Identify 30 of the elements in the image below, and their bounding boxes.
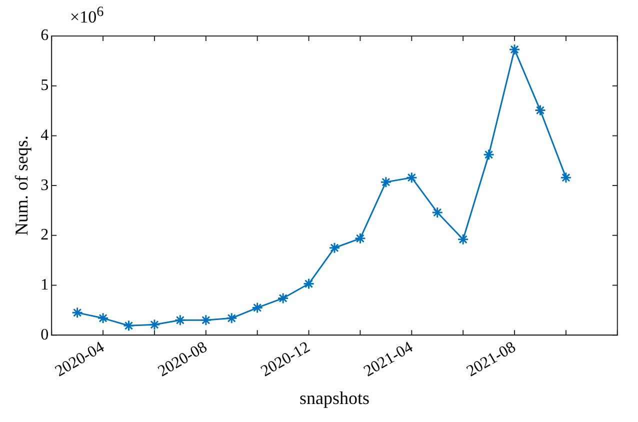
y-tick-label: 2 (40, 226, 49, 244)
point (226, 312, 238, 324)
point (432, 206, 444, 218)
point (97, 312, 109, 324)
point (508, 44, 520, 56)
y-tick-label: 0 (40, 326, 49, 344)
point (277, 292, 289, 304)
point (534, 104, 546, 116)
point (123, 320, 135, 332)
point (252, 302, 264, 314)
point (328, 242, 340, 254)
point (148, 318, 160, 330)
y-tick-label: 5 (40, 77, 49, 94)
point (406, 172, 418, 184)
x-axis-title: snapshots (299, 388, 370, 408)
text: ×10$^{6}$ (70, 4, 104, 28)
point (174, 314, 186, 326)
y-tick-label: 3 (40, 176, 49, 194)
point (457, 234, 469, 246)
point (72, 306, 84, 318)
point (200, 314, 212, 326)
y-axis-title: Num. of seqs. (12, 136, 32, 236)
point (380, 176, 392, 188)
point (560, 172, 572, 184)
y-tick-label: 4 (40, 126, 49, 144)
y-tick-label: 6 (40, 27, 49, 44)
point (483, 148, 495, 160)
point (303, 278, 315, 290)
point (354, 232, 366, 244)
y-tick-label: 1 (40, 276, 49, 294)
